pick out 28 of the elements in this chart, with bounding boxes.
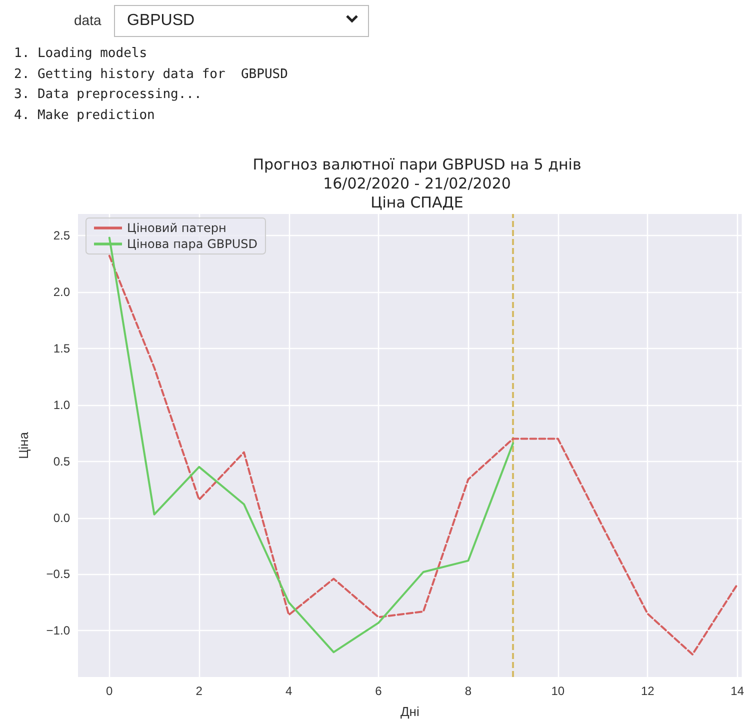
text: 3. Data preprocessing... [14,87,202,102]
text: 4. Make prediction [14,108,155,122]
x-axis-title: Дні [400,704,420,719]
x-tick-label: 6 [375,684,382,698]
x-tick-label: 14 [730,684,744,698]
x-tick-label: 0 [106,684,114,698]
y-tick-label: −0.5 [46,567,70,582]
y-tick-label: 2.5 [53,228,70,242]
y-tick-label: 0.0 [53,510,70,525]
y-tick-label: 1.5 [53,341,70,356]
y-tick-label: 1.0 [53,398,70,412]
y-tick-label: 2.0 [53,284,70,299]
y-axis-title: Ціна [16,431,31,459]
text: GBPUSD [114,5,369,37]
legend-label: Цінова пара GBPUSD [127,237,258,251]
text: 2. Getting history data for GBPUSD [14,66,288,82]
x-tick-label: 4 [285,684,292,698]
x-tick-label: 8 [464,684,472,698]
text: 1. Loading models [14,46,148,61]
x-tick-label: 10 [551,684,565,698]
line-series [108,254,738,656]
chart-title: Прогноз валютної пари GBPUSD на 5 днів 16/02/2020 - 21/02/2020 Ціна СПАДЕ [252,156,582,212]
text: data [74,12,102,28]
y-tick-label: 0.5 [53,454,70,468]
x-tick-label: 2 [196,684,203,698]
x-tick-label: 12 [640,684,655,698]
y-tick-label: −1.0 [46,624,70,638]
legend-label: Ціновий патерн [127,221,226,235]
